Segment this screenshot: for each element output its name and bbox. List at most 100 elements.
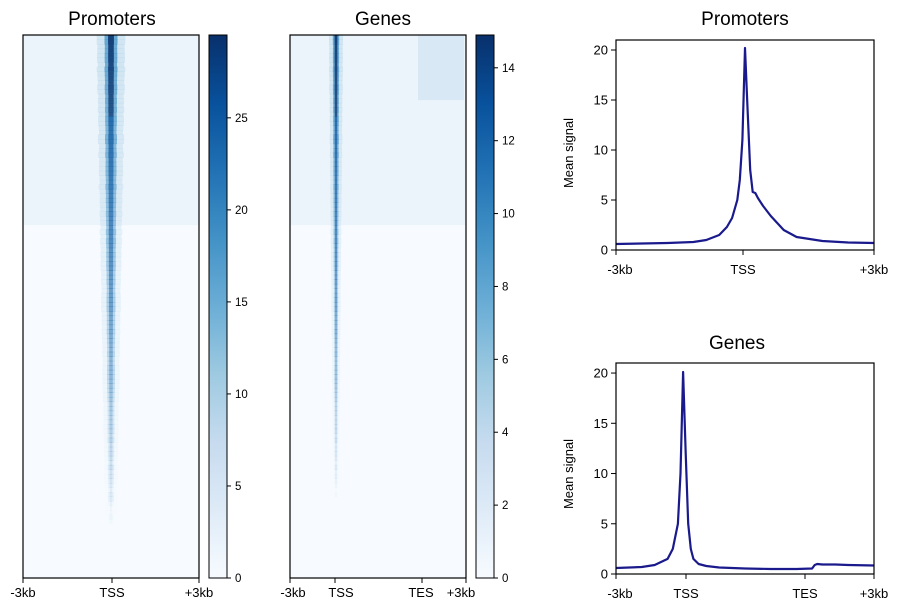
heatmap-cell bbox=[330, 229, 342, 235]
heatmap-cell bbox=[108, 274, 114, 280]
heatmap-cell bbox=[108, 179, 114, 185]
heatmap-cell bbox=[334, 148, 338, 154]
heatmap-cell bbox=[109, 378, 113, 384]
y-tick-label: 5 bbox=[601, 193, 608, 208]
heatmap-cell bbox=[335, 460, 337, 466]
heatmap-cell bbox=[108, 216, 114, 222]
heatmap-cell bbox=[108, 84, 114, 90]
heatmap-cell bbox=[101, 320, 121, 326]
heatmap-cell bbox=[102, 392, 120, 398]
heatmap-cell bbox=[334, 369, 338, 375]
heatmap-cell bbox=[334, 229, 338, 235]
heatmap-cell bbox=[330, 238, 342, 244]
heatmap-cell bbox=[101, 306, 121, 312]
heatmap-cell bbox=[102, 374, 120, 380]
heatmap-cell bbox=[333, 274, 339, 280]
heatmap-cell bbox=[330, 234, 342, 240]
mean-signal-line bbox=[615, 46, 875, 246]
heatmap-cell bbox=[109, 315, 113, 321]
heatmap-cell bbox=[333, 329, 339, 335]
heatmap-cell bbox=[335, 351, 337, 357]
heatmap-cell bbox=[333, 256, 339, 262]
colorbar-tick-label: 20 bbox=[235, 205, 248, 217]
heatmap-cell bbox=[108, 75, 114, 81]
colorbar-tick-label: 6 bbox=[502, 354, 508, 366]
heatmap-cell bbox=[335, 401, 337, 407]
heatmap-cell bbox=[109, 301, 113, 307]
heatmap-cell bbox=[107, 428, 115, 434]
heatmap-cell bbox=[109, 369, 113, 375]
heatmap-cell bbox=[107, 410, 115, 416]
heatmap-promoters-frame bbox=[22, 34, 200, 579]
profile-genes-frame bbox=[615, 362, 875, 575]
heatmap-cell bbox=[335, 397, 337, 403]
heatmap-cell bbox=[334, 188, 338, 194]
heatmap-cell bbox=[108, 229, 114, 235]
heatmap-cell bbox=[334, 170, 338, 176]
heatmap-cell bbox=[108, 102, 114, 108]
heatmap-cell bbox=[108, 175, 114, 181]
heatmap-cell bbox=[109, 374, 113, 380]
heatmap-cell bbox=[108, 279, 114, 285]
heatmap-cell bbox=[108, 130, 114, 136]
heatmap-cell bbox=[333, 311, 339, 317]
heatmap-cell bbox=[335, 455, 337, 461]
heatmap-cell bbox=[102, 351, 120, 357]
heatmap-cell bbox=[332, 410, 340, 416]
heatmap-cell bbox=[331, 247, 341, 253]
heatmap-cell bbox=[332, 392, 340, 398]
heatmap-cell bbox=[109, 469, 113, 475]
heatmap-cell bbox=[107, 437, 115, 443]
profile-promoters-xtick-label: TSS bbox=[730, 262, 756, 277]
heatmap-cell bbox=[106, 279, 116, 285]
heatmap-promoters-panel: Promoters -3kb TSS +3kb 0 5 10 15 20 25 bbox=[10, 9, 247, 600]
profile-promoters-title: Promoters bbox=[701, 9, 789, 30]
heatmap-cell bbox=[335, 492, 336, 497]
heatmap-cell bbox=[109, 356, 113, 362]
heatmap-cell bbox=[109, 496, 113, 502]
heatmap-cell bbox=[107, 378, 115, 384]
heatmap-cell bbox=[333, 306, 339, 312]
profile-promoters-plot bbox=[615, 46, 875, 246]
heatmap-cell bbox=[334, 469, 338, 475]
heatmap-cell bbox=[334, 383, 338, 389]
heatmap-cell bbox=[108, 252, 114, 258]
heatmap-cell bbox=[332, 437, 340, 443]
heatmap-cell bbox=[109, 283, 113, 289]
heatmap-cell bbox=[335, 274, 337, 280]
heatmap-cell bbox=[106, 283, 116, 289]
y-tick-label: 0 bbox=[601, 243, 608, 258]
profile-promoters-xtick-label: +3kb bbox=[860, 262, 889, 277]
heatmap-cell bbox=[109, 428, 113, 434]
heatmap-cell bbox=[334, 410, 338, 416]
heatmap-promoters-xticks: -3kb TSS +3kb bbox=[10, 578, 213, 600]
heatmap-cell bbox=[335, 464, 337, 470]
heatmap-cell bbox=[101, 297, 121, 303]
heatmap-cell bbox=[331, 347, 341, 353]
heatmap-cell bbox=[332, 360, 340, 366]
heatmap-cell bbox=[334, 197, 338, 203]
heatmap-cell bbox=[109, 415, 113, 421]
heatmap-cell bbox=[334, 464, 338, 470]
heatmap-cell bbox=[108, 139, 114, 145]
heatmap-cell bbox=[332, 415, 340, 421]
heatmap-genes-xtick-label: TSS bbox=[328, 585, 354, 600]
heatmap-cell bbox=[102, 356, 120, 362]
heatmap-cell bbox=[103, 451, 119, 457]
heatmap-cell bbox=[334, 220, 338, 226]
heatmap-cell bbox=[100, 247, 122, 253]
heatmap-cell bbox=[107, 415, 115, 421]
heatmap-cell bbox=[333, 301, 339, 307]
heatmap-cell bbox=[334, 48, 338, 54]
heatmap-cell bbox=[107, 392, 115, 398]
colorbar-tick-label: 10 bbox=[502, 209, 515, 221]
heatmap-cell bbox=[106, 306, 116, 312]
colorbar-tick-label: 15 bbox=[235, 297, 248, 309]
heatmap-cell bbox=[333, 261, 339, 267]
heatmap-cell bbox=[103, 410, 119, 416]
heatmap-cell bbox=[103, 406, 119, 412]
heatmap-cell bbox=[103, 397, 119, 403]
heatmap-cell bbox=[107, 360, 115, 366]
colorbar-tick-label: 12 bbox=[502, 136, 515, 148]
heatmap-cell bbox=[335, 365, 337, 371]
